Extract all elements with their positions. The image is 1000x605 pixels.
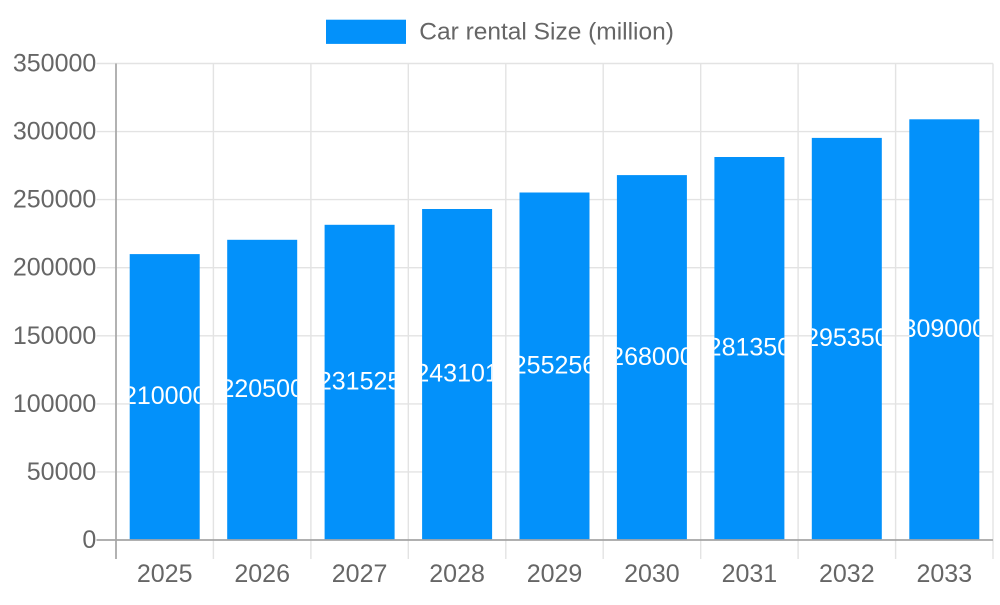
- svg-text:2025: 2025: [137, 560, 193, 588]
- svg-text:300000: 300000: [13, 118, 96, 146]
- svg-text:220500: 220500: [220, 375, 303, 403]
- svg-text:150000: 150000: [13, 322, 96, 350]
- svg-text:250000: 250000: [13, 186, 96, 214]
- svg-text:Car rental Size (million): Car rental Size (million): [419, 19, 674, 46]
- svg-text:2030: 2030: [624, 560, 680, 588]
- svg-text:295350: 295350: [805, 324, 888, 352]
- svg-text:210000: 210000: [123, 382, 206, 410]
- svg-text:2026: 2026: [234, 560, 290, 588]
- svg-text:50000: 50000: [27, 458, 97, 486]
- svg-text:200000: 200000: [13, 254, 96, 282]
- svg-text:2033: 2033: [916, 560, 972, 588]
- svg-text:309000: 309000: [903, 315, 986, 343]
- svg-text:2029: 2029: [527, 560, 583, 588]
- svg-text:231525: 231525: [318, 368, 401, 396]
- svg-text:2031: 2031: [722, 560, 778, 588]
- svg-text:243101: 243101: [415, 360, 498, 388]
- svg-text:350000: 350000: [13, 50, 96, 78]
- svg-text:0: 0: [82, 526, 96, 554]
- svg-text:281350: 281350: [708, 334, 791, 362]
- svg-text:2032: 2032: [819, 560, 875, 588]
- svg-text:268000: 268000: [610, 343, 693, 371]
- svg-text:2028: 2028: [429, 560, 485, 588]
- svg-text:100000: 100000: [13, 390, 96, 418]
- svg-text:2027: 2027: [332, 560, 388, 588]
- svg-text:255256: 255256: [513, 351, 596, 379]
